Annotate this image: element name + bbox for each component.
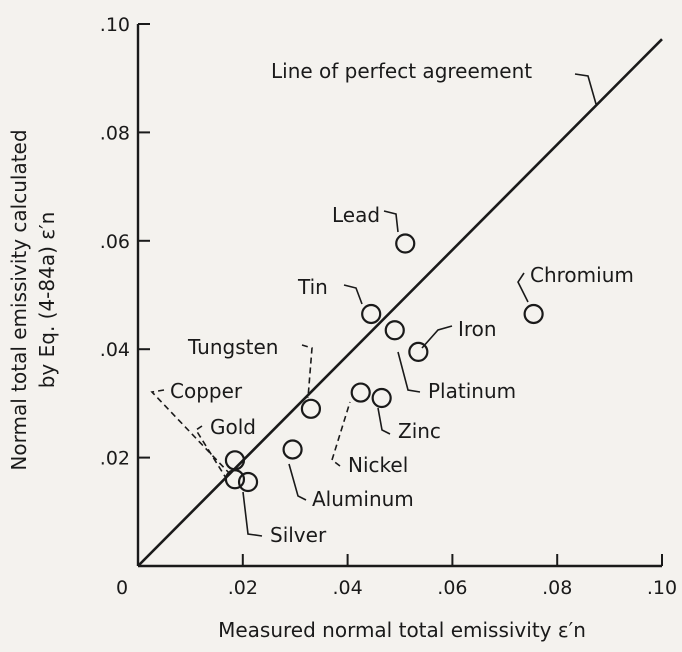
leader-tin (343, 284, 363, 305)
data-point-lead (395, 233, 416, 254)
leader-gold (194, 425, 227, 479)
point-label-nickel: Nickel (348, 453, 408, 477)
point-label-copper: Copper (170, 379, 243, 403)
data-point-platinum (384, 320, 405, 341)
point-labels-group: Lead Chromium Tin Platinum Iron Tungsten Nicke… (170, 203, 634, 547)
point-label-gold: Gold (210, 415, 256, 439)
point-label-platinum: Platinum (428, 379, 516, 403)
data-point-aluminum (282, 439, 303, 460)
leader-lines-group (150, 210, 529, 537)
y-tick-label: .08 (100, 122, 130, 144)
leader-chromium (517, 272, 529, 303)
leader-silver (242, 491, 263, 537)
y-tick-label: .02 (100, 448, 130, 470)
point-label-zinc: Zinc (398, 419, 441, 443)
leader-aluminum (288, 463, 307, 501)
y-tick-label: .04 (100, 339, 130, 361)
axes-group: 0 .02 .04 .06 .08 .10 .02 .04 .06 .08 .10 (100, 14, 677, 599)
leader-zinc (377, 407, 391, 435)
point-label-tungsten: Tungsten (187, 335, 278, 359)
data-point-chromium (523, 303, 544, 325)
data-point-nickel (350, 382, 371, 403)
point-label-tin: Tin (297, 275, 328, 299)
point-label-chromium: Chromium (530, 263, 634, 287)
x-tick-label: .06 (437, 577, 467, 599)
leader-platinum (397, 351, 421, 393)
x-tick-label: 0 (116, 577, 128, 599)
data-point-tin (361, 303, 382, 325)
leader-iron (421, 325, 453, 349)
point-label-silver: Silver (270, 523, 327, 547)
point-label-aluminum: Aluminum (312, 487, 414, 511)
leader-nickel (331, 401, 351, 467)
perfect-agreement-leader (574, 73, 597, 105)
y-axis-title-line2: by Eq. (4-84a) ε′n (35, 212, 59, 389)
leader-lead (383, 210, 399, 233)
data-point-silver (237, 471, 259, 493)
leader-copper (150, 389, 231, 475)
point-label-lead: Lead (332, 203, 380, 227)
point-label-iron: Iron (458, 317, 497, 341)
x-axis-title: Measured normal total emissivity ε′n (218, 618, 586, 642)
data-point-tungsten (300, 398, 322, 419)
data-points-group (224, 233, 544, 493)
x-tick-label: .10 (647, 577, 677, 599)
x-tick-label: .04 (332, 577, 362, 599)
x-tick-label: .08 (542, 577, 572, 599)
data-point-iron (408, 341, 429, 363)
data-point-gold (224, 469, 246, 490)
perfect-agreement-label: Line of perfect agreement (271, 59, 532, 83)
x-tick-label: .02 (228, 577, 258, 599)
data-point-copper (224, 450, 246, 471)
y-axis-title-line1: Normal total emissivity calculated (7, 129, 31, 470)
data-point-zinc (371, 387, 392, 409)
y-tick-label: .10 (100, 14, 130, 36)
leader-tungsten (301, 344, 313, 399)
y-tick-label: .06 (100, 231, 130, 253)
